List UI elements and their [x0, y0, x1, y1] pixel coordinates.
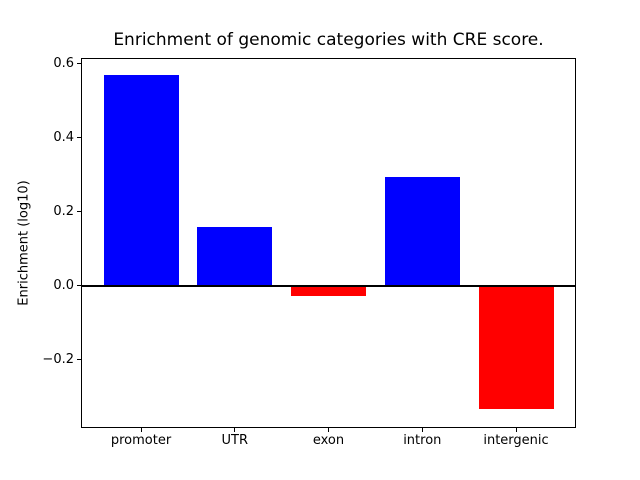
zero-line: [81, 284, 576, 287]
y-tick-mark: [77, 211, 81, 213]
x-tick-mark: [140, 428, 142, 432]
x-tick-mark: [421, 428, 423, 432]
x-tick-label-promoter: promoter: [110, 433, 172, 448]
y-tick-mark: [77, 63, 81, 65]
x-tick-label-exon: exon: [312, 433, 345, 448]
y-tick-mark: [77, 285, 81, 287]
x-tick-label-intergenic: intergenic: [483, 433, 549, 448]
x-tick-label-intron: intron: [403, 433, 442, 448]
bar-intergenic: [478, 285, 554, 410]
bar-exon: [291, 285, 366, 297]
bar-promoter: [103, 74, 179, 286]
y-tick-label: −0.2: [42, 351, 74, 367]
chart-title: Enrichment of genomic categories with CR…: [113, 30, 544, 50]
x-tick-label-UTR: UTR: [221, 433, 249, 448]
x-tick-mark: [234, 428, 236, 432]
y-tick-label: 0.4: [53, 129, 74, 145]
x-tick-mark: [515, 428, 517, 432]
y-tick-mark: [77, 359, 81, 361]
bar-UTR: [197, 226, 273, 286]
y-tick-mark: [77, 137, 81, 139]
bar-intron: [384, 176, 460, 286]
x-tick-mark: [328, 428, 329, 432]
y-tick-label: 0.6: [53, 55, 74, 71]
y-tick-label: 0.0: [53, 277, 74, 293]
y-tick-label: 0.2: [53, 203, 74, 219]
